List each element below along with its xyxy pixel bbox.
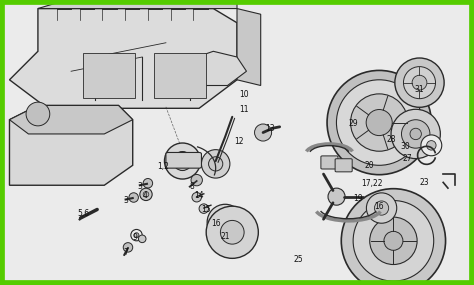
Ellipse shape <box>384 231 403 250</box>
Ellipse shape <box>164 143 201 179</box>
Text: 23: 23 <box>419 178 429 187</box>
Ellipse shape <box>123 243 133 252</box>
Text: 13: 13 <box>265 124 275 133</box>
Ellipse shape <box>395 58 444 107</box>
Text: 27: 27 <box>403 154 412 163</box>
Text: 8: 8 <box>190 182 194 191</box>
Text: 30: 30 <box>401 142 410 151</box>
FancyBboxPatch shape <box>154 53 206 98</box>
Ellipse shape <box>220 220 244 244</box>
Ellipse shape <box>191 174 202 186</box>
FancyBboxPatch shape <box>321 156 338 169</box>
Text: 7: 7 <box>123 248 128 257</box>
Text: 4: 4 <box>142 191 147 200</box>
Ellipse shape <box>374 201 389 215</box>
Ellipse shape <box>209 157 223 171</box>
Ellipse shape <box>131 229 142 241</box>
Text: 17,22: 17,22 <box>361 179 383 188</box>
Ellipse shape <box>192 192 201 202</box>
Ellipse shape <box>140 188 152 201</box>
Ellipse shape <box>353 201 434 281</box>
FancyBboxPatch shape <box>335 159 352 172</box>
Ellipse shape <box>173 152 192 170</box>
Text: 1,2: 1,2 <box>157 162 170 171</box>
Ellipse shape <box>427 141 436 150</box>
Ellipse shape <box>143 178 153 188</box>
FancyBboxPatch shape <box>83 53 135 98</box>
Text: 5,6: 5,6 <box>77 209 89 218</box>
Polygon shape <box>9 9 237 108</box>
Ellipse shape <box>143 192 149 197</box>
Text: 11: 11 <box>239 105 249 114</box>
Polygon shape <box>180 51 246 86</box>
Ellipse shape <box>366 109 392 136</box>
Polygon shape <box>237 9 261 86</box>
Text: 29: 29 <box>348 119 358 129</box>
Ellipse shape <box>366 193 397 223</box>
Text: 21: 21 <box>220 232 230 241</box>
Ellipse shape <box>138 235 146 243</box>
Text: 31: 31 <box>415 85 424 94</box>
Ellipse shape <box>327 70 431 175</box>
Text: 16: 16 <box>211 219 220 228</box>
Text: 9: 9 <box>133 233 137 243</box>
Ellipse shape <box>201 150 230 178</box>
Polygon shape <box>9 105 133 134</box>
Polygon shape <box>38 0 237 9</box>
FancyBboxPatch shape <box>166 152 201 168</box>
Ellipse shape <box>134 233 139 237</box>
Text: 20: 20 <box>365 161 374 170</box>
Ellipse shape <box>350 94 408 151</box>
Ellipse shape <box>328 188 345 205</box>
Text: 14: 14 <box>194 191 204 200</box>
Text: 15: 15 <box>201 205 211 214</box>
Polygon shape <box>9 105 133 185</box>
Text: 16: 16 <box>374 202 384 211</box>
Ellipse shape <box>26 102 50 126</box>
Ellipse shape <box>207 204 243 240</box>
Ellipse shape <box>129 193 138 202</box>
Ellipse shape <box>341 189 446 285</box>
Ellipse shape <box>370 217 417 264</box>
Text: 28: 28 <box>386 135 396 144</box>
Ellipse shape <box>401 120 430 148</box>
Text: 25: 25 <box>294 255 303 264</box>
Ellipse shape <box>206 206 258 258</box>
Text: 12: 12 <box>235 137 244 146</box>
Ellipse shape <box>391 109 440 158</box>
Text: 3: 3 <box>137 182 142 191</box>
Ellipse shape <box>255 124 272 141</box>
Text: 10: 10 <box>239 89 249 99</box>
Ellipse shape <box>412 75 427 90</box>
Text: 3: 3 <box>123 196 128 205</box>
Ellipse shape <box>403 67 436 99</box>
Ellipse shape <box>410 128 421 140</box>
Ellipse shape <box>421 135 442 156</box>
Text: 19: 19 <box>353 194 363 203</box>
Ellipse shape <box>218 215 232 229</box>
Ellipse shape <box>337 80 422 165</box>
Ellipse shape <box>199 204 209 213</box>
